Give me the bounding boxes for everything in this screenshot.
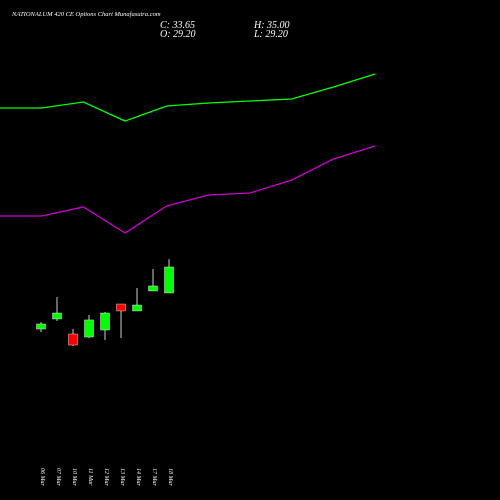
- x-tick-label: 12 Mar: [103, 468, 109, 486]
- x-tick-label: 10 Mar: [71, 468, 77, 486]
- x-tick-label: 07 Mar: [55, 468, 61, 486]
- close-label: C: 33.65: [160, 20, 195, 31]
- open-label: O: 29.20: [160, 29, 196, 40]
- high-label: H: 35.00: [253, 20, 290, 31]
- candle-body: [132, 304, 142, 312]
- line-series: [0, 145, 376, 234]
- x-tick-label: 06 Mar: [39, 468, 45, 486]
- chart-title: NATIONALUM 420 CE Options Chart Munafasu…: [11, 11, 161, 18]
- x-tick-label: 17 Mar: [151, 468, 157, 486]
- line-series: [0, 73, 376, 122]
- candle-body: [36, 323, 46, 330]
- candle-body: [116, 303, 126, 312]
- candle-body: [84, 319, 94, 338]
- x-tick-label: 14 Mar: [135, 468, 142, 486]
- candle-body: [52, 312, 62, 320]
- candle-body: [148, 285, 158, 292]
- candle-body: [68, 333, 78, 346]
- x-tick-label: 18 Mar: [167, 468, 173, 486]
- candle-body: [164, 266, 174, 294]
- low-label: L: 29.20: [253, 29, 288, 40]
- x-tick-label: 11 Mar: [87, 468, 93, 486]
- x-tick-label: 13 Mar: [119, 468, 125, 486]
- candle-body: [100, 312, 110, 331]
